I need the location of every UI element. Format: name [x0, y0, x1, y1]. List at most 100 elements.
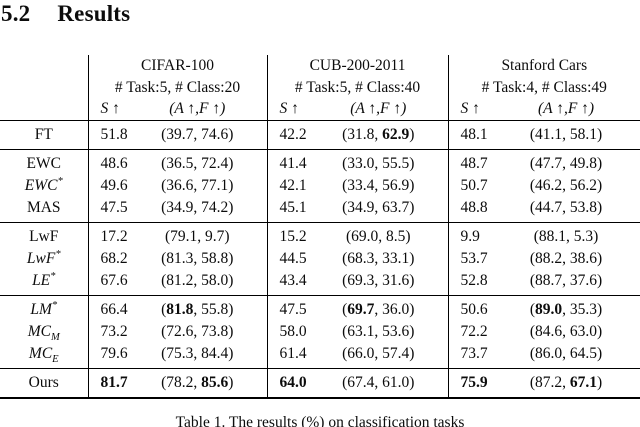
dataset-name-stanford-cars: Stanford Cars — [501, 57, 588, 74]
af-value: (33.4, 56.9) — [321, 174, 449, 197]
af-value: (84.6, 63.0) — [529, 322, 603, 340]
af-value: (88.7, 37.6) — [504, 269, 640, 296]
table-header: CIFAR-100 CUB-200-2011 Stanford Cars # T… — [0, 55, 640, 121]
af-value: (47.7, 49.8) — [529, 154, 603, 172]
s-value: 48.7 — [460, 154, 488, 172]
af-value: (72.6, 73.8) — [140, 320, 268, 343]
subheader-af: (A ↑,F ↑) — [140, 98, 268, 121]
row-label: LM* — [0, 295, 89, 321]
header-corner-cell — [0, 55, 89, 77]
table-caption: Table 1. The results (%) on classificati… — [175, 414, 465, 427]
row-label: EWC — [0, 149, 89, 175]
row-label: MAS — [0, 196, 89, 223]
af-value: (68.3, 33.1) — [321, 247, 449, 270]
s-value: 66.4 — [100, 300, 128, 318]
s-value: 41.4 — [279, 154, 307, 172]
s-value: 73.7 — [448, 342, 505, 369]
table-row: LE* 67.6 (81.2, 58.0) 43.4 (69.3, 31.6) 52.8(… — [0, 269, 640, 296]
af-value: (41.1, 58.1) — [504, 120, 640, 150]
s-value: 75.9 — [448, 368, 505, 399]
dataset-name-cifar100: CIFAR-100 — [88, 55, 268, 77]
s-value: 9.9 — [460, 227, 480, 245]
s-value: 44.5 — [279, 249, 307, 267]
table-row: MAS 47.5 (34.9, 74.2) 45.1 (34.9, 63.7) 48.8(… — [0, 196, 640, 223]
table-row: FT 51.8 (39.7, 74.6) 42.2 (31.8, 62.9) 48.1 (4… — [0, 120, 640, 150]
s-value: 17.2 — [100, 227, 128, 245]
s-value: 52.8 — [448, 269, 505, 296]
table-row: EWC 48.6 (36.5, 72.4) 41.4 (33.0, 55.5) 48.7 (… — [0, 149, 640, 175]
s-value: 58.0 — [279, 322, 307, 340]
s-value: 47.5 — [88, 196, 140, 223]
header-corner-cell — [0, 98, 89, 121]
s-value: 47.5 — [279, 300, 307, 318]
results-table-body: FT 51.8 (39.7, 74.6) 42.2 (31.8, 62.9) 48.1 (4… — [0, 120, 640, 399]
s-value: 64.0 — [267, 368, 322, 399]
s-value: 43.4 — [267, 269, 322, 296]
af-value: (75.3, 84.4) — [140, 342, 268, 369]
row-label: Ours — [0, 368, 89, 399]
af-value: (46.2, 56.2) — [529, 176, 603, 194]
dataset-meta-stanford-cars: # Task:4, # Class:49 — [481, 78, 607, 96]
dataset-meta-cub200: # Task:5, # Class:40 — [267, 76, 449, 98]
header-corner-cell — [0, 76, 89, 98]
af-value: (44.7, 53.8) — [504, 196, 640, 223]
af-value: (69.7, 36.0) — [321, 295, 449, 321]
section-heading: 5.2 Results — [1, 1, 130, 27]
subheader-s: S ↑ — [88, 98, 140, 121]
s-value: 48.1 — [448, 120, 505, 150]
row-label: LE* — [0, 269, 89, 296]
s-value: 48.6 — [100, 154, 128, 172]
s-value: 81.7 — [88, 368, 140, 399]
s-value: 72.2 — [460, 322, 488, 340]
af-value: (63.1, 53.6) — [321, 320, 449, 343]
s-value: 79.6 — [88, 342, 140, 369]
s-value: 50.7 — [460, 176, 488, 194]
dataset-name-cub200: CUB-200-2011 — [267, 55, 449, 77]
table-row: LM* 66.4 (81.8, 55.8) 47.5 (69.7, 36.0) 50.6 (… — [0, 295, 640, 321]
row-label: FT — [0, 120, 89, 150]
table-row: EWC* 49.6 (36.6, 77.1) 42.1 (33.4, 56.9) 50.7… — [0, 174, 640, 197]
af-value: (78.2, 85.6) — [140, 368, 268, 399]
af-value: (66.0, 57.4) — [321, 342, 449, 369]
af-value: (86.0, 64.5) — [504, 342, 640, 369]
table-row: LwF 17.2 (79.1, 9.7) 15.2 (69.0, 8.5) 9.9 (88.… — [0, 222, 640, 248]
af-value: (88.1, 5.3) — [533, 227, 599, 245]
af-value: (81.2, 58.0) — [140, 269, 268, 296]
af-value: (34.9, 74.2) — [140, 196, 268, 223]
table-row: Ours 81.7 (78.2, 85.6) 64.0 (67.4, 61.0) 75.9… — [0, 368, 640, 399]
table-row: MCE 79.6 (75.3, 84.4) 61.4 (66.0, 57.4) 73.7(… — [0, 342, 640, 369]
s-value: 48.8 — [448, 196, 505, 223]
section-title: Results — [57, 1, 131, 26]
subheader-s: S ↑ — [267, 98, 322, 121]
s-value: 53.7 — [460, 249, 488, 267]
af-value: (81.8, 55.8) — [140, 295, 268, 321]
s-value: 73.2 — [100, 322, 128, 340]
table-row: LwF* 68.2 (81.3, 58.8) 44.5 (68.3, 33.1) 53.7… — [0, 247, 640, 270]
af-value: (69.3, 31.6) — [321, 269, 449, 296]
results-table: CIFAR-100 CUB-200-2011 Stanford Cars # T… — [0, 55, 640, 399]
subheader-af: (A ↑,F ↑) — [504, 98, 640, 121]
af-value: (31.8, 62.9) — [321, 120, 449, 150]
subheader-s: S ↑ — [448, 98, 505, 121]
s-value: 49.6 — [100, 176, 128, 194]
row-label: MCM — [0, 320, 89, 343]
af-value: (36.5, 72.4) — [140, 149, 268, 175]
s-value: 42.1 — [279, 176, 307, 194]
af-value: (33.0, 55.5) — [321, 149, 449, 175]
s-value: 68.2 — [100, 249, 128, 267]
af-value: (87.2, 67.1) — [504, 368, 640, 399]
s-value: 15.2 — [279, 227, 307, 245]
s-value: 51.8 — [88, 120, 140, 150]
dataset-meta-cifar100: # Task:5, # Class:20 — [88, 76, 268, 98]
row-label: MCE — [0, 342, 89, 369]
af-value: (39.7, 74.6) — [140, 120, 268, 150]
af-value: (34.9, 63.7) — [321, 196, 449, 223]
s-value: 45.1 — [267, 196, 322, 223]
af-value: (81.3, 58.8) — [140, 247, 268, 270]
row-label: LwF* — [0, 247, 89, 270]
table-row: MCM 73.2 (72.6, 73.8) 58.0 (63.1, 53.6) 72.2 (… — [0, 320, 640, 343]
s-value: 67.6 — [88, 269, 140, 296]
row-label: EWC* — [0, 174, 89, 197]
af-value: (89.0, 35.3) — [529, 300, 603, 318]
